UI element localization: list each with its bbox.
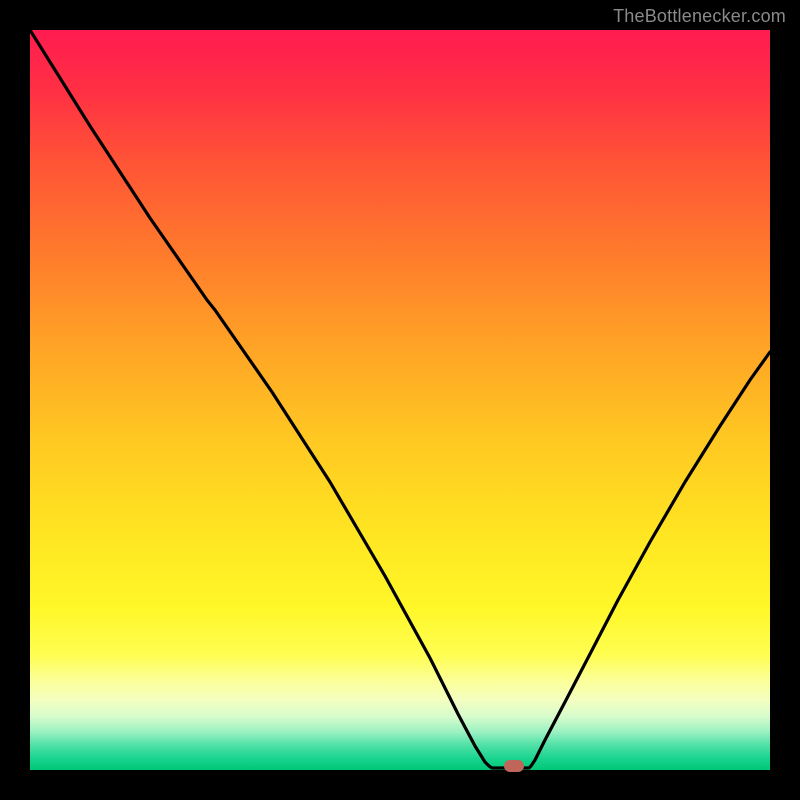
bottleneck-chart bbox=[0, 0, 800, 800]
chart-frame: TheBottlenecker.com bbox=[0, 0, 800, 800]
optimal-point-marker bbox=[504, 760, 524, 772]
plot-background bbox=[30, 30, 770, 770]
